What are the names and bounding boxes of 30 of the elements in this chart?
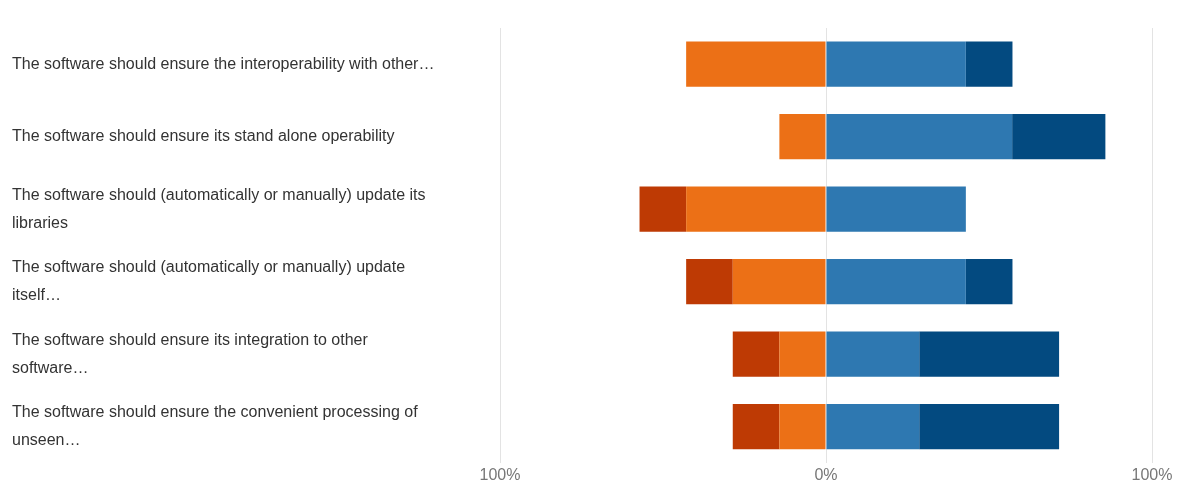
bar	[826, 41, 966, 87]
bar	[965, 259, 1013, 305]
bar	[732, 331, 780, 377]
bar	[919, 331, 1060, 377]
bar	[826, 186, 966, 232]
bar	[732, 403, 780, 450]
y-tick-label: The software should ensure its integration to other software…	[12, 330, 369, 376]
bar	[965, 41, 1013, 87]
bar	[639, 186, 687, 232]
y-tick-label: The software should ensure the convenient processing of unseen…	[12, 402, 419, 448]
x-tick-label: 0%	[814, 465, 838, 483]
bar	[779, 403, 826, 450]
bar	[826, 114, 1013, 160]
bar	[686, 186, 826, 232]
bar	[826, 331, 920, 377]
y-tick-label: The software should ensure its stand alone operability	[12, 127, 395, 145]
bar	[779, 331, 826, 377]
bar	[919, 403, 1060, 450]
y-tick-label: The software should ensure the interoperability with other…	[12, 54, 435, 72]
x-tick-label: 100%	[1131, 465, 1173, 483]
bar	[826, 259, 966, 305]
bar	[686, 259, 733, 305]
x-tick-label: 100%	[479, 465, 521, 483]
bar	[826, 403, 920, 450]
y-tick-label: The software should (automatically or manually) update itself…	[12, 258, 406, 304]
bar	[686, 41, 826, 87]
bar	[779, 114, 826, 160]
y-tick-label: The software should (automatically or manually) update its libraries	[12, 185, 426, 231]
bar	[732, 259, 826, 305]
bar	[1012, 114, 1106, 160]
